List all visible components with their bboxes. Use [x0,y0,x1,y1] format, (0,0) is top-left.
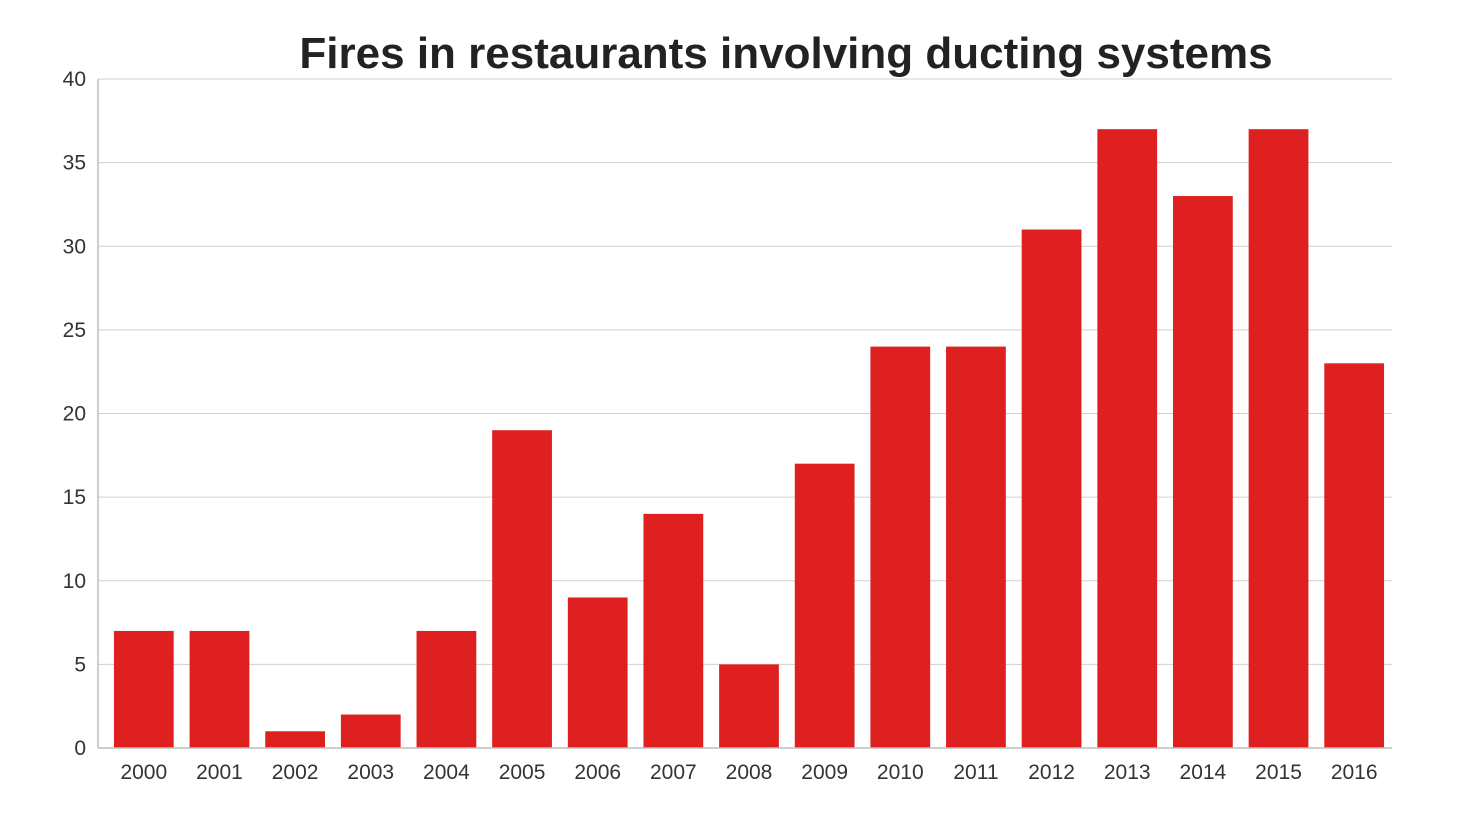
x-tick-label: 2011 [953,761,998,784]
y-tick-label: 15 [63,486,86,509]
x-tick-label: 2013 [1104,761,1151,784]
x-tick-label: 2001 [196,761,243,784]
chart-title: Fires in restaurants involving ducting s… [299,29,1272,78]
y-tick-label: 5 [74,653,86,676]
y-axis-ticks: 0 5 10 15 20 25 30 35 40 [63,68,86,760]
bar-2003 [340,714,401,748]
bar-2002 [265,731,325,748]
bar-2007 [643,513,704,748]
bar-2006 [567,597,628,748]
x-tick-label: 2016 [1331,761,1378,784]
x-tick-label: 2004 [423,761,470,784]
bar-2005 [492,430,552,748]
x-tick-label: 2015 [1255,761,1302,784]
bar-2012 [1021,229,1082,748]
bar-2014 [1173,196,1233,748]
bar-2010 [870,346,931,748]
x-tick-label: 2009 [801,761,848,784]
y-tick-label: 35 [63,152,86,175]
bar-2009 [794,463,855,748]
x-tick-label: 2010 [877,761,924,784]
x-tick-label: 2007 [650,761,697,784]
x-tick-label: 2005 [499,761,546,784]
y-tick-label: 30 [63,235,86,258]
gridlines [98,78,1392,665]
bars [113,129,1385,749]
x-tick-label: 2006 [574,761,621,784]
x-tick-label: 2012 [1028,761,1075,784]
bar-2001 [189,630,250,748]
bar-2013 [1097,129,1158,749]
bar-2008 [719,664,779,748]
y-tick-label: 25 [63,319,86,342]
y-tick-label: 20 [63,403,86,426]
axes [97,79,1392,749]
x-tick-label: 2000 [120,761,167,784]
bar-2004 [416,630,477,748]
bar-2011 [946,346,1006,748]
x-axis-ticks: 2000 2001 2002 2003 2004 2005 2006 2007 2008 2009… [120,761,1377,784]
x-tick-label: 2003 [347,761,394,784]
y-tick-label: 40 [63,68,86,91]
y-tick-label: 10 [63,570,86,593]
bar-2015 [1248,129,1309,749]
bar-2000 [113,630,174,748]
x-tick-label: 2014 [1180,761,1227,784]
x-tick-label: 2002 [272,761,319,784]
bar-2016 [1324,363,1385,748]
y-tick-label: 0 [74,737,86,760]
x-tick-label: 2008 [726,761,773,784]
